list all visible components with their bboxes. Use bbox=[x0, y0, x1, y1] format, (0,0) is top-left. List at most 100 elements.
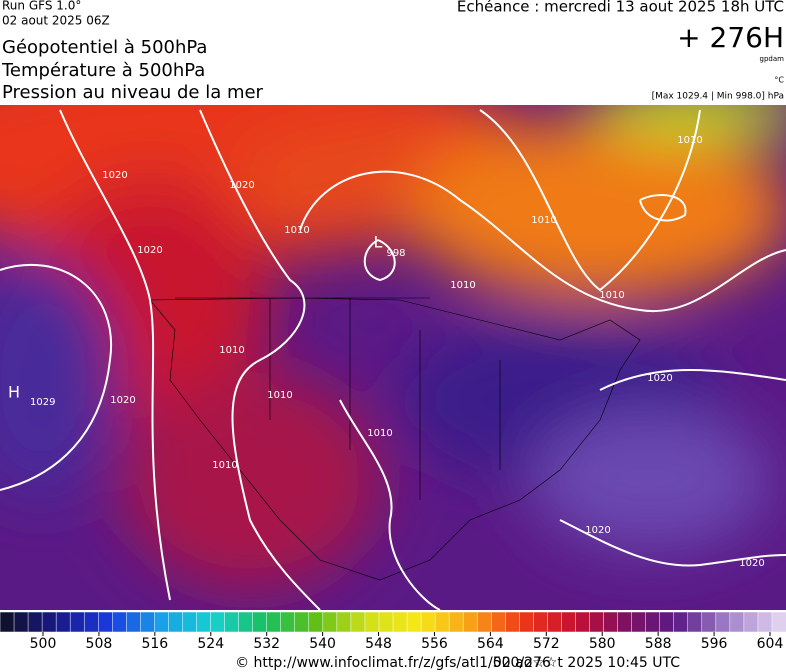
colorbar-swatch bbox=[55, 611, 71, 633]
colorbar-tick-label: 596 bbox=[701, 636, 728, 652]
colorbar-tick-label: 580 bbox=[589, 636, 616, 652]
run: Run GFS 1.0° bbox=[2, 0, 81, 13]
colorbar-tick-label: 556 bbox=[421, 636, 448, 652]
colorbar-swatch bbox=[701, 611, 717, 633]
colorbar-swatch bbox=[168, 611, 184, 633]
colorbar-swatch bbox=[378, 611, 394, 633]
contour-label: 1020 bbox=[585, 525, 610, 536]
colorbar-swatch bbox=[196, 611, 212, 633]
colorbar-swatch bbox=[210, 611, 226, 633]
colorbar-swatch bbox=[603, 611, 619, 633]
contour-label: 1010 bbox=[267, 390, 292, 401]
contour-label: 1020 bbox=[110, 395, 135, 406]
colorbar-swatch bbox=[154, 611, 170, 633]
colorbar-swatch bbox=[645, 611, 661, 633]
colorbar-swatch bbox=[547, 611, 563, 633]
colorbar-swatch bbox=[126, 611, 142, 633]
title-2: Température à 500hPa bbox=[1, 60, 205, 81]
colorbar-swatch bbox=[743, 611, 759, 633]
colorbar-swatch bbox=[631, 611, 647, 633]
colorbar-swatch bbox=[238, 611, 254, 633]
colorbar-swatch bbox=[771, 611, 786, 633]
echeance: Echéance : mercredi 13 aout 2025 18h UTC bbox=[457, 0, 784, 16]
colorbar-swatch bbox=[687, 611, 703, 633]
colorbar-swatch bbox=[659, 611, 675, 633]
colorbar-swatch bbox=[140, 611, 156, 633]
colorbar: 500 508 516 524 532 540 548 556 564 572 580 588 596 6… bbox=[0, 611, 786, 652]
colorbar-swatch bbox=[322, 611, 338, 633]
colorbar-swatch bbox=[69, 611, 85, 633]
contour-label: 1020 bbox=[229, 180, 254, 191]
title-1: Géopotentiel à 500hPa bbox=[2, 37, 207, 58]
colorbar-swatch bbox=[462, 611, 478, 633]
colorbar-swatch bbox=[98, 611, 114, 633]
colorbar-swatch bbox=[41, 611, 57, 633]
colorbar-swatch bbox=[27, 611, 43, 633]
colorbar-swatch bbox=[715, 611, 731, 633]
colorbar-swatch bbox=[266, 611, 282, 633]
contour-label: 1010 bbox=[677, 135, 702, 146]
contour-label: 1020 bbox=[137, 245, 162, 256]
colorbar-tick-label: 564 bbox=[477, 636, 504, 652]
colorbar-tick-label: 548 bbox=[365, 636, 392, 652]
colorbar-tick-label: 540 bbox=[309, 636, 336, 652]
pressure-range: [Max 1029.4 | Min 998.0] hPa bbox=[652, 92, 784, 102]
colorbar-swatch bbox=[83, 611, 100, 633]
colorbar-swatch bbox=[617, 611, 633, 633]
colorbar-swatch bbox=[280, 611, 296, 633]
footer-stamp: 02 ao☆☆t 2025 10:45 UTC bbox=[493, 655, 680, 671]
contour-label: 1010 bbox=[284, 225, 309, 236]
colorbar-swatch bbox=[448, 611, 464, 633]
contour-label: 1020 bbox=[739, 558, 764, 569]
colorbar-tick-label: 508 bbox=[86, 636, 113, 652]
contour-label: 1010 bbox=[450, 280, 475, 291]
footer-url: © http://www.infoclimat.fr/z/gfs/atl1/50… bbox=[235, 655, 551, 671]
colorbar-swatch bbox=[364, 611, 380, 633]
contour-label: L bbox=[374, 233, 383, 252]
contour-label: 1020 bbox=[647, 373, 672, 384]
colorbar-swatch bbox=[589, 611, 605, 633]
colorbar-swatch bbox=[336, 611, 352, 633]
run-date: 02 aout 2025 06Z bbox=[2, 14, 110, 28]
colorbar-swatch bbox=[561, 611, 577, 633]
contour-label: 998 bbox=[386, 248, 405, 259]
contour-label: 1010 bbox=[531, 215, 556, 226]
colorbar-swatch bbox=[757, 611, 773, 633]
unit-temp: °C bbox=[774, 76, 784, 85]
colorbar-swatch bbox=[0, 611, 15, 633]
colorbar-swatch bbox=[112, 611, 128, 633]
colorbar-swatch bbox=[13, 611, 29, 633]
colorbar-swatch bbox=[406, 611, 422, 633]
colorbar-swatch bbox=[420, 611, 436, 633]
contour-label: H bbox=[8, 383, 20, 402]
colorbar-tick-label: 588 bbox=[645, 636, 672, 652]
colorbar-swatch bbox=[519, 611, 535, 633]
colorbar-swatch bbox=[533, 611, 549, 633]
colorbar-swatch bbox=[575, 611, 591, 633]
contour-label: 1029 bbox=[30, 397, 55, 408]
unit-geo: gpdam bbox=[760, 55, 785, 63]
colorbar-swatch bbox=[434, 611, 450, 633]
contour-label: 1010 bbox=[219, 345, 244, 356]
colorbar-tick-label: 572 bbox=[533, 636, 560, 652]
colorbar-swatch bbox=[673, 611, 689, 633]
contour-label: 1010 bbox=[212, 460, 237, 471]
colorbar-swatch bbox=[224, 611, 240, 633]
colorbar-swatch bbox=[392, 611, 408, 633]
colorbar-swatch bbox=[182, 611, 198, 633]
colorbar-tick-label: 516 bbox=[141, 636, 168, 652]
colorbar-swatch bbox=[729, 611, 745, 633]
lead-time: + 276H bbox=[677, 21, 784, 54]
title-3: Pression au niveau de la mer bbox=[2, 82, 264, 103]
colorbar-swatch bbox=[476, 611, 493, 633]
colorbar-swatch bbox=[308, 611, 324, 633]
colorbar-tick-label: 532 bbox=[253, 636, 280, 652]
colorbar-swatch bbox=[491, 611, 507, 633]
contour-label: 1020 bbox=[102, 170, 127, 181]
map: 1020 1020 1020 1020 1020 1020 1020 1010 1010 1010… bbox=[0, 105, 786, 610]
contour-label: 1010 bbox=[367, 428, 392, 439]
colorbar-swatch bbox=[252, 611, 268, 633]
colorbar-tick-label: 500 bbox=[30, 636, 57, 652]
